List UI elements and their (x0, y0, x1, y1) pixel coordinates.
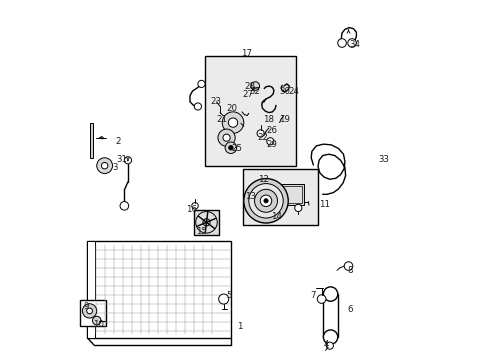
Circle shape (250, 82, 259, 90)
Circle shape (224, 142, 236, 153)
Text: 3: 3 (112, 163, 117, 172)
Circle shape (244, 179, 287, 223)
Text: 20: 20 (226, 104, 237, 113)
Circle shape (323, 287, 337, 301)
Circle shape (317, 295, 325, 303)
Circle shape (97, 158, 112, 174)
Text: 16: 16 (185, 205, 197, 214)
Circle shape (92, 316, 101, 325)
Circle shape (124, 157, 131, 164)
Circle shape (101, 162, 108, 169)
Text: 15: 15 (196, 228, 206, 237)
Text: 33: 33 (377, 155, 388, 164)
Circle shape (82, 304, 97, 318)
Text: 29: 29 (266, 140, 277, 149)
Text: 24: 24 (288, 86, 299, 95)
Bar (90, 123, 93, 158)
Text: 32: 32 (249, 86, 260, 95)
Text: 23: 23 (210, 97, 221, 106)
Bar (194, 210, 218, 234)
Circle shape (248, 184, 283, 218)
Text: 19: 19 (279, 115, 289, 124)
Text: 4: 4 (323, 341, 328, 350)
Text: 9: 9 (83, 302, 88, 311)
Circle shape (228, 145, 233, 150)
Bar (242, 169, 317, 225)
Circle shape (337, 39, 346, 47)
Text: 8: 8 (347, 266, 352, 275)
Text: 30: 30 (279, 86, 290, 95)
Bar (80, 301, 106, 326)
Text: 31: 31 (116, 155, 127, 164)
Circle shape (198, 80, 204, 87)
Circle shape (294, 204, 301, 212)
Circle shape (260, 195, 271, 207)
Text: 11: 11 (319, 200, 330, 209)
Text: 25: 25 (231, 144, 242, 153)
Text: 12: 12 (258, 175, 269, 184)
Circle shape (203, 219, 210, 226)
Text: 13: 13 (244, 192, 255, 201)
Bar (277, 184, 304, 205)
Bar (323, 294, 337, 337)
Text: 34: 34 (349, 40, 360, 49)
Bar (279, 186, 301, 203)
Bar (323, 294, 337, 337)
Circle shape (120, 202, 128, 210)
Circle shape (266, 138, 273, 145)
Circle shape (223, 134, 230, 141)
Text: 21: 21 (216, 115, 226, 124)
Circle shape (254, 189, 277, 212)
Circle shape (222, 112, 244, 134)
Circle shape (218, 294, 228, 304)
Text: 28: 28 (244, 82, 255, 91)
Bar (87, 241, 95, 338)
Text: 5: 5 (225, 291, 231, 300)
Circle shape (218, 129, 235, 146)
Text: 6: 6 (347, 305, 352, 314)
Text: 10: 10 (93, 320, 103, 329)
Circle shape (257, 130, 264, 137)
Circle shape (323, 330, 337, 344)
Text: 14: 14 (271, 212, 282, 221)
Text: 26: 26 (265, 126, 276, 135)
Circle shape (344, 262, 352, 270)
Circle shape (228, 118, 237, 127)
Text: 2: 2 (115, 137, 121, 146)
Polygon shape (87, 241, 230, 338)
Circle shape (191, 203, 198, 209)
Circle shape (325, 342, 333, 349)
Text: 27: 27 (242, 90, 252, 99)
Circle shape (86, 308, 92, 314)
Circle shape (194, 103, 201, 110)
Text: 18: 18 (263, 115, 274, 124)
Circle shape (347, 39, 356, 47)
Text: 22: 22 (256, 133, 267, 142)
Text: 7: 7 (309, 291, 315, 300)
Text: 1: 1 (236, 322, 242, 331)
Text: 17: 17 (240, 49, 251, 58)
Bar (204, 56, 296, 166)
Circle shape (264, 199, 267, 203)
